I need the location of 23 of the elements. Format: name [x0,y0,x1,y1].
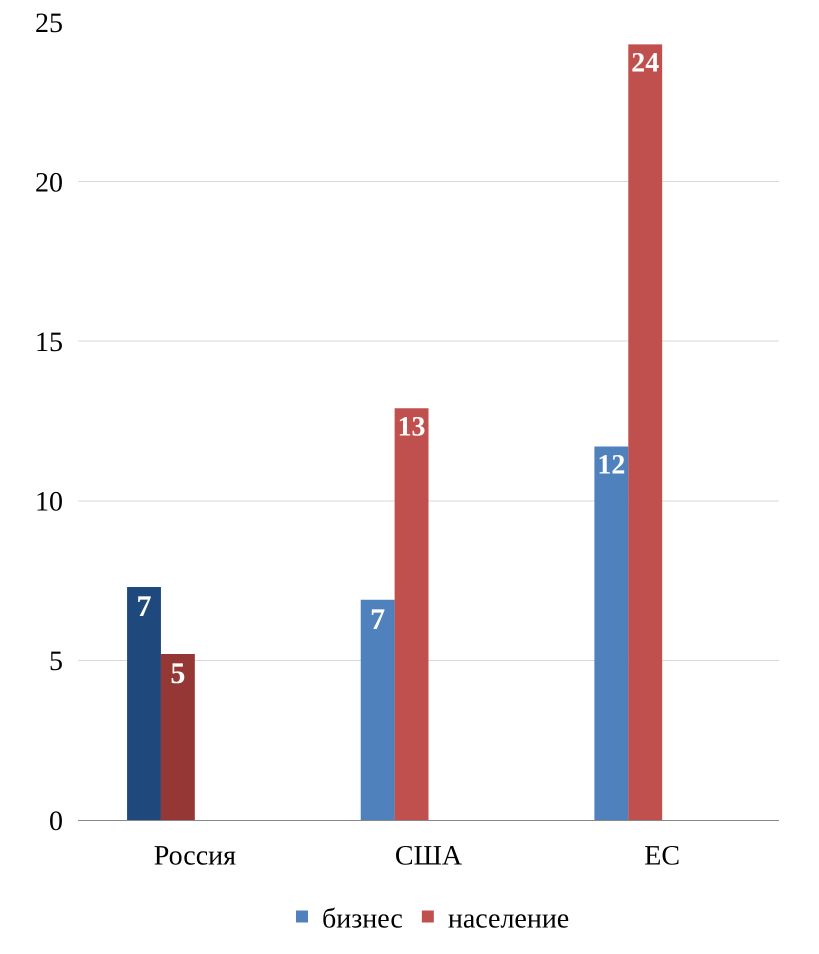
data-label: 24 [631,48,660,79]
bar [394,408,428,820]
y-tick-label: 15 [35,327,63,358]
y-tick-label: 20 [35,167,63,198]
x-tick-label: Россия [154,840,236,872]
bar [360,600,395,820]
data-label: 7 [136,590,152,623]
y-tick-label: 5 [49,646,63,678]
x-tick-label: США [394,840,463,872]
bar [127,586,161,820]
bar [160,654,195,820]
bar [594,446,628,820]
y-tick-label: 10 [35,486,63,518]
data-label: 12 [597,450,626,481]
y-tick-label: 25 [35,8,63,39]
legend-label: бизнес [322,903,403,934]
bar [628,44,662,820]
data-label: 5 [170,657,186,690]
data-label: 7 [370,602,386,636]
y-tick-label: 0 [49,806,63,837]
x-tick-label: ЕС [644,840,680,872]
data-label: 13 [398,411,426,442]
legend-label: население [448,903,570,934]
